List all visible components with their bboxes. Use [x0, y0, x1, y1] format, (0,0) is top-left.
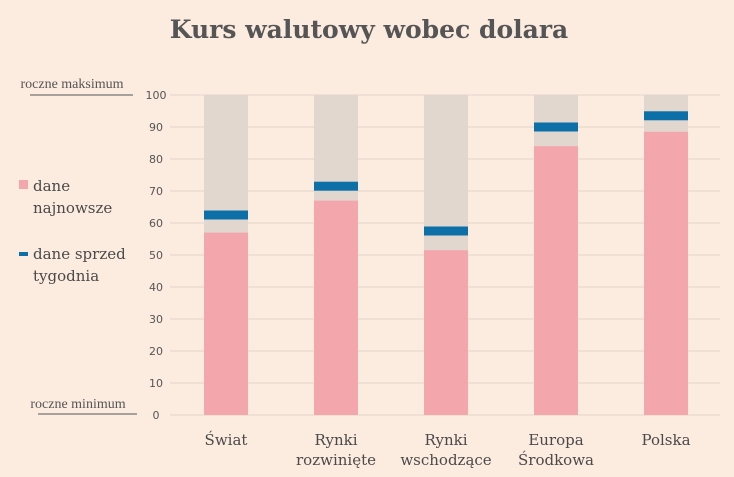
bars — [204, 95, 688, 416]
x-tick-label: Świat — [205, 431, 248, 449]
x-tick-label: rozwinięte — [296, 451, 376, 469]
week-ago-marker — [644, 111, 688, 121]
week-ago-marker — [424, 226, 468, 236]
y-tick-label: 90 — [149, 121, 163, 134]
x-tick-label: Rynki — [314, 431, 357, 449]
legend-label-latest: dane — [33, 177, 70, 195]
chart-title: Kurs walutowy wobec dolara — [170, 15, 568, 44]
y-tick-label: 80 — [149, 153, 163, 166]
legend-swatch-latest — [19, 180, 28, 189]
legend-label-latest: najnowsze — [33, 199, 112, 217]
legend-label-week-ago: dane sprzed — [33, 245, 126, 263]
y-tick-label: 100 — [146, 89, 167, 102]
x-tick-labels: Świat Rynki rozwinięte Rynki wschodzące Europ… — [205, 431, 691, 469]
week-ago-marker — [314, 181, 358, 191]
latest-value-bar — [204, 232, 248, 415]
latest-value-bar — [534, 146, 578, 415]
latest-value-bar — [424, 250, 468, 415]
week-ago-marker — [534, 122, 578, 132]
y-tick-label: 70 — [149, 185, 163, 198]
y-tick-label: 0 — [153, 409, 160, 422]
x-tick-label: Europa — [528, 431, 583, 449]
y-tick-labels: 0 10 20 30 40 50 60 70 80 90 100 — [146, 89, 167, 422]
x-tick-label: Rynki — [424, 431, 467, 449]
week-ago-marker — [204, 210, 248, 220]
y-tick-label: 60 — [149, 217, 163, 230]
x-tick-label: Polska — [641, 431, 690, 449]
y-tick-label: 10 — [149, 377, 163, 390]
x-tick-label: Środkowa — [518, 451, 594, 469]
y-axis-max-label: roczne maksimum — [20, 77, 123, 92]
x-tick-label: wschodzące — [400, 451, 491, 469]
y-tick-label: 40 — [149, 281, 163, 294]
legend: dane najnowsze dane sprzed tygodnia — [19, 177, 126, 285]
latest-value-bar — [644, 131, 688, 416]
y-tick-label: 20 — [149, 345, 163, 358]
y-tick-label: 50 — [149, 249, 163, 262]
y-tick-label: 30 — [149, 313, 163, 326]
legend-swatch-week-ago — [19, 252, 28, 256]
y-axis-min-label: roczne minimum — [30, 397, 125, 412]
legend-label-week-ago: tygodnia — [33, 267, 99, 285]
latest-value-bar — [314, 200, 358, 415]
